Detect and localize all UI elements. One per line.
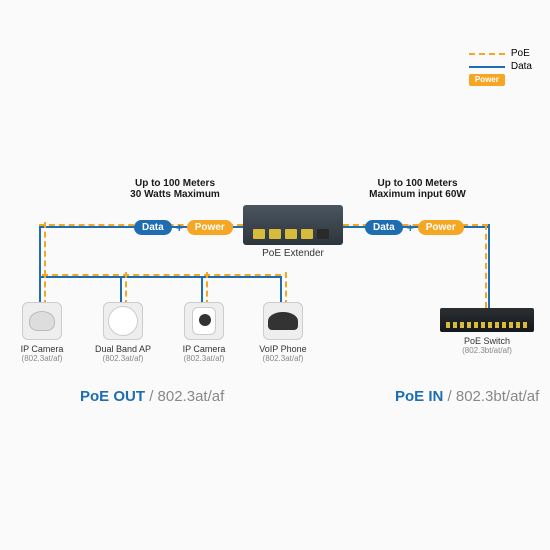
- wire-in-drop: [488, 224, 490, 308]
- wire-bus: [39, 276, 281, 278]
- legend-data: Data: [511, 61, 532, 72]
- poe-switch-label: PoE Switch (802.3bt/at/af): [440, 336, 534, 355]
- device-voip-phone: VoIP Phone (802.3at/af): [253, 302, 313, 363]
- legend-power: Power: [469, 74, 505, 86]
- data-pill: Data: [134, 220, 172, 235]
- wire-out-drop: [39, 226, 41, 276]
- section-poe-in: PoE IN / 802.3bt/at/af: [395, 388, 539, 405]
- legend: PoE Data Power: [469, 48, 532, 88]
- device-ip-camera: IP Camera (802.3at/af): [174, 302, 234, 363]
- power-pill: Power: [418, 220, 464, 235]
- power-pill: Power: [187, 220, 233, 235]
- poe-switch-icon: [440, 308, 534, 332]
- section-poe-out: PoE OUT / 802.3at/af: [80, 388, 224, 405]
- device-dual-band-ap: Dual Band AP (802.3at/af): [93, 302, 153, 363]
- device-ip-camera-dome: IP Camera (802.3at/af): [12, 302, 72, 363]
- spec-out: Up to 100 Meters 30 Watts Maximum: [120, 178, 230, 200]
- datapower-out: Data + Power: [134, 220, 233, 235]
- legend-poe: PoE: [511, 48, 530, 59]
- datapower-in: Data + Power: [365, 220, 464, 235]
- poe-extender-icon: [243, 205, 343, 245]
- spec-in: Up to 100 Meters Maximum input 60W: [360, 178, 475, 200]
- poe-extender-label: PoE Extender: [243, 248, 343, 259]
- data-pill: Data: [365, 220, 403, 235]
